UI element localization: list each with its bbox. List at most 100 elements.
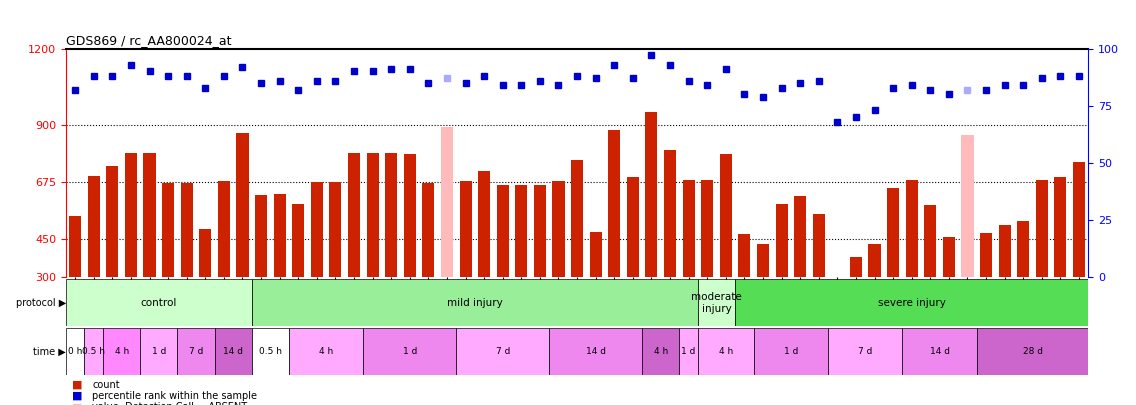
Bar <box>66 279 252 326</box>
Bar <box>516 185 527 277</box>
Bar <box>496 185 509 277</box>
Bar <box>459 181 471 277</box>
Bar <box>571 160 583 277</box>
Bar <box>125 153 137 277</box>
Bar <box>364 328 457 375</box>
Bar <box>642 328 679 375</box>
Bar <box>274 194 286 277</box>
Bar <box>828 328 902 375</box>
Bar <box>66 328 84 375</box>
Bar <box>753 328 828 375</box>
Bar <box>1054 177 1067 277</box>
Text: 1 d: 1 d <box>151 347 166 356</box>
Text: 4 h: 4 h <box>319 347 333 356</box>
Text: time ▶: time ▶ <box>33 346 66 356</box>
Bar <box>162 183 174 277</box>
Bar <box>348 153 360 277</box>
Bar <box>69 216 82 277</box>
Bar <box>1036 179 1047 277</box>
Text: 0.5 h: 0.5 h <box>82 347 106 356</box>
Bar <box>608 130 620 277</box>
Text: ■: ■ <box>72 391 82 401</box>
Text: 7 d: 7 d <box>858 347 872 356</box>
Bar <box>679 328 698 375</box>
Bar <box>457 328 549 375</box>
Bar <box>552 181 565 277</box>
Bar <box>961 135 974 277</box>
Bar <box>254 195 267 277</box>
Text: 28 d: 28 d <box>1022 347 1043 356</box>
Bar <box>289 328 364 375</box>
Bar <box>663 150 676 277</box>
Bar <box>999 225 1011 277</box>
Bar <box>252 328 289 375</box>
Bar <box>181 183 193 277</box>
Text: value, Detection Call = ABSENT: value, Detection Call = ABSENT <box>92 403 248 405</box>
Bar <box>549 328 642 375</box>
Text: control: control <box>141 298 177 308</box>
Bar <box>87 176 100 277</box>
Bar <box>720 154 732 277</box>
Bar <box>590 232 602 277</box>
Bar <box>794 196 807 277</box>
Bar <box>143 153 156 277</box>
Bar <box>199 229 211 277</box>
Text: 14 d: 14 d <box>929 347 950 356</box>
Bar <box>683 179 694 277</box>
Text: 1 d: 1 d <box>682 347 696 356</box>
Text: 7 d: 7 d <box>189 347 203 356</box>
Bar <box>329 182 342 277</box>
Bar <box>423 183 434 277</box>
Text: percentile rank within the sample: percentile rank within the sample <box>92 391 257 401</box>
Bar <box>776 204 787 277</box>
Bar <box>627 177 638 277</box>
Bar <box>943 237 955 277</box>
Bar <box>868 244 880 277</box>
Bar <box>215 328 252 375</box>
Bar <box>441 128 453 277</box>
Text: mild injury: mild injury <box>446 298 503 308</box>
Bar <box>236 132 249 277</box>
Bar <box>977 328 1088 375</box>
Bar <box>311 182 323 277</box>
Text: 14 d: 14 d <box>223 347 243 356</box>
Bar <box>980 233 992 277</box>
Bar <box>645 112 658 277</box>
Bar <box>701 179 713 277</box>
Text: 14 d: 14 d <box>586 347 605 356</box>
Bar <box>850 257 862 277</box>
Text: 4 h: 4 h <box>115 347 128 356</box>
Bar <box>107 166 118 277</box>
Bar <box>1072 162 1085 277</box>
Bar <box>177 328 215 375</box>
Text: 1 d: 1 d <box>784 347 799 356</box>
Bar <box>84 328 103 375</box>
Bar <box>140 328 177 375</box>
Bar <box>735 279 1088 326</box>
Bar <box>925 205 936 277</box>
Bar <box>403 154 416 277</box>
Bar <box>812 214 825 277</box>
Bar <box>385 153 398 277</box>
Bar <box>218 181 229 277</box>
Bar <box>534 185 546 277</box>
Bar <box>905 179 918 277</box>
Bar <box>698 279 735 326</box>
Text: 4 h: 4 h <box>653 347 668 356</box>
Bar <box>698 328 753 375</box>
Text: protocol ▶: protocol ▶ <box>16 298 66 308</box>
Text: ■: ■ <box>72 403 82 405</box>
Bar <box>738 234 751 277</box>
Bar <box>1017 222 1029 277</box>
Text: 7 d: 7 d <box>495 347 510 356</box>
Text: 1 d: 1 d <box>402 347 417 356</box>
Text: GDS869 / rc_AA800024_at: GDS869 / rc_AA800024_at <box>66 34 232 47</box>
Text: count: count <box>92 380 119 390</box>
Text: severe injury: severe injury <box>878 298 945 308</box>
Bar <box>887 188 899 277</box>
Bar <box>757 244 769 277</box>
Text: ■: ■ <box>72 380 82 390</box>
Text: 4 h: 4 h <box>719 347 733 356</box>
Bar <box>367 153 378 277</box>
Bar <box>292 204 304 277</box>
